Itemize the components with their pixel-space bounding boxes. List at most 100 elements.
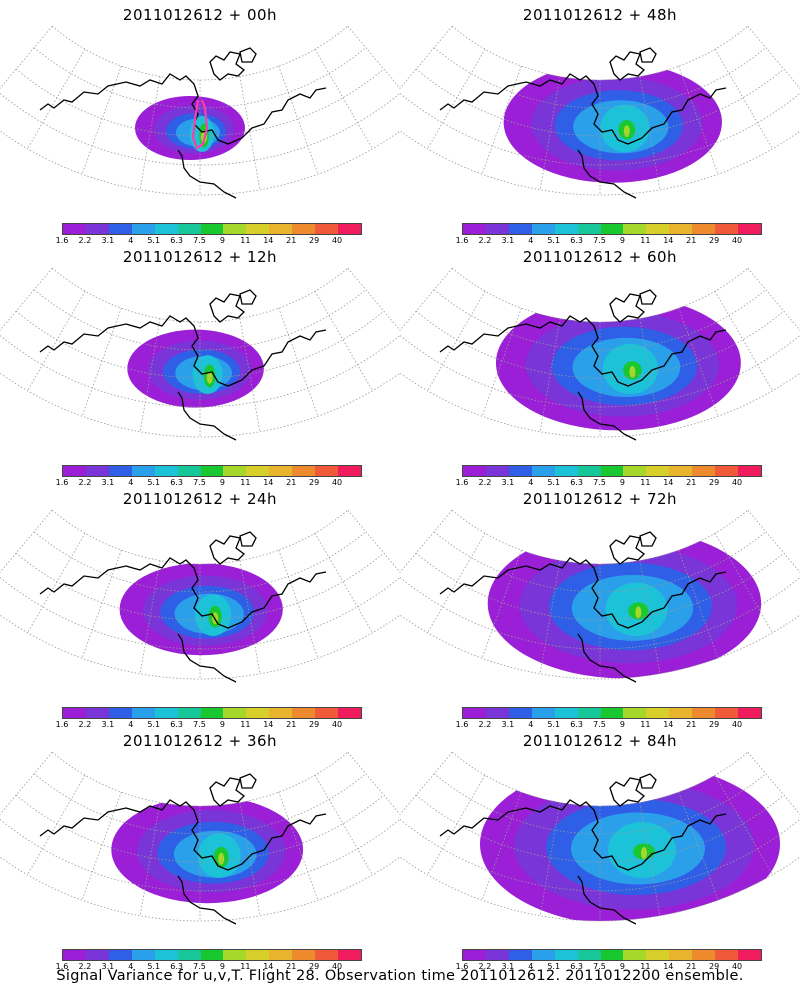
coastline — [439, 47, 727, 199]
forecast-panel: 2011012612 + 00h 1.6 2.2 3.1 4 5.1 6.3 7.5 9 11 14… — [0, 0, 400, 245]
map-plot — [0, 267, 400, 441]
flight-track — [191, 99, 209, 150]
colorbar-tick-label: 1.6 — [55, 236, 69, 245]
colorbar-swatch — [508, 466, 532, 476]
colorbar-tick-label: 3.1 — [101, 720, 115, 729]
variance-field — [487, 528, 762, 679]
colorbar-swatch — [646, 708, 670, 718]
colorbar-tick-label: 40 — [731, 962, 743, 971]
colorbar-swatch — [246, 950, 270, 960]
colorbar-tick-label: 5.1 — [547, 236, 561, 245]
variance-field — [119, 563, 283, 656]
colorbar-tick-label: 9 — [219, 236, 225, 245]
colorbar-tick-label: 29 — [709, 478, 720, 487]
colorbar — [62, 465, 362, 477]
colorbar-swatch — [692, 224, 716, 234]
colorbar-swatch — [669, 224, 693, 234]
colorbar-tick-label: 21 — [286, 720, 297, 729]
colorbar-swatch — [223, 950, 247, 960]
colorbar-tick-label: 5.1 — [547, 962, 561, 971]
colorbar-tick-label: 3.1 — [101, 478, 115, 487]
colorbar-tick-label: 4 — [128, 236, 134, 245]
coastline — [39, 289, 327, 441]
colorbar-tick-label: 21 — [686, 478, 697, 487]
colorbar-swatch — [623, 466, 647, 476]
colorbar-tick-label: 4 — [528, 962, 534, 971]
colorbar-swatch — [669, 950, 693, 960]
colorbar-swatch — [669, 466, 693, 476]
colorbar-tick-label: 14 — [663, 720, 674, 729]
colorbar-swatch — [131, 950, 155, 960]
colorbar-swatch — [623, 950, 647, 960]
colorbar-swatch — [577, 466, 601, 476]
colorbar-swatch — [246, 224, 270, 234]
colorbar-swatch — [315, 950, 339, 960]
map-plot — [400, 509, 800, 683]
coastline — [439, 773, 727, 925]
colorbar-tick-label: 7.5 — [193, 478, 206, 487]
graticule — [400, 267, 800, 438]
colorbar-swatch — [600, 224, 624, 234]
colorbar-swatch — [508, 224, 532, 234]
coastline — [439, 289, 727, 441]
colorbar-swatch — [738, 950, 761, 960]
colorbar-swatch — [108, 950, 132, 960]
panel-title: 2011012612 + 00h — [122, 6, 278, 24]
figure-caption: Signal Variance for u,v,T. Flight 28. Ob… — [56, 968, 744, 984]
colorbar-swatch — [485, 224, 509, 234]
colorbar-swatch — [292, 950, 316, 960]
colorbar-swatch — [577, 708, 601, 718]
colorbar-tick-label: 1.6 — [455, 720, 469, 729]
map-plot — [0, 509, 400, 683]
colorbar-tick-label: 29 — [309, 478, 320, 487]
colorbar-tick-label: 29 — [309, 962, 320, 971]
colorbar-swatch — [338, 950, 361, 960]
colorbar-tick-label: 14 — [663, 478, 674, 487]
coastline — [39, 531, 327, 683]
colorbar-tick-label: 40 — [731, 236, 743, 245]
colorbar-tick-label: 6.3 — [170, 962, 183, 971]
colorbar-swatch — [108, 708, 132, 718]
colorbar-tick-label: 4 — [528, 720, 534, 729]
colorbar-tick-label: 4 — [128, 478, 134, 487]
colorbar-swatch — [531, 708, 555, 718]
colorbar-swatch — [508, 950, 532, 960]
colorbar-swatch — [669, 708, 693, 718]
colorbar — [462, 223, 762, 235]
colorbar-tick-label: 7.5 — [593, 236, 606, 245]
colorbar-tick-label: 11 — [640, 720, 651, 729]
colorbar-swatch — [154, 466, 178, 476]
colorbar-swatch — [63, 466, 86, 476]
forecast-panel: 2011012612 + 24h 1.6 2.2 3.1 4 5.1 6.3 7.5 9 11 14… — [0, 484, 400, 729]
colorbar-tick-label: 40 — [731, 720, 743, 729]
colorbar-swatch — [463, 224, 486, 234]
colorbar-tick-label: 11 — [240, 962, 251, 971]
colorbar-swatch — [154, 950, 178, 960]
colorbar-tick-label: 4 — [128, 962, 134, 971]
colorbar — [462, 465, 762, 477]
colorbar-tick-label: 7.5 — [193, 962, 206, 971]
colorbar-tick-label: 7.5 — [193, 720, 206, 729]
colorbar-swatch — [554, 708, 578, 718]
graticule — [0, 509, 400, 680]
colorbar-tick-label: 3.1 — [101, 236, 115, 245]
colorbar-swatch — [338, 708, 361, 718]
colorbar-tick-label: 40 — [331, 236, 343, 245]
colorbar-tick-label: 6.3 — [170, 478, 183, 487]
colorbar-tick-label: 14 — [263, 478, 274, 487]
map-plot — [400, 267, 800, 441]
colorbar-swatch — [715, 950, 739, 960]
colorbar-tick-label: 29 — [709, 236, 720, 245]
colorbar-tick-label: 2.2 — [78, 962, 92, 971]
forecast-panel: 2011012612 + 12h 1.6 2.2 3.1 4 5.1 6.3 7.5 9 11 14… — [0, 242, 400, 487]
forecast-panel: 2011012612 + 60h 1.6 2.2 3.1 4 5.1 6.3 7.5 9 11 14… — [400, 242, 800, 487]
graticule — [400, 25, 800, 196]
colorbar-tick-label: 21 — [686, 720, 697, 729]
colorbar-swatch — [223, 708, 247, 718]
colorbar-tick-label: 3.1 — [501, 720, 515, 729]
variance-field — [503, 61, 722, 183]
colorbar-swatch — [600, 950, 624, 960]
colorbar-tick-label: 7.5 — [593, 478, 606, 487]
colorbar-tick-label: 7.5 — [593, 720, 606, 729]
colorbar-swatch — [577, 950, 601, 960]
